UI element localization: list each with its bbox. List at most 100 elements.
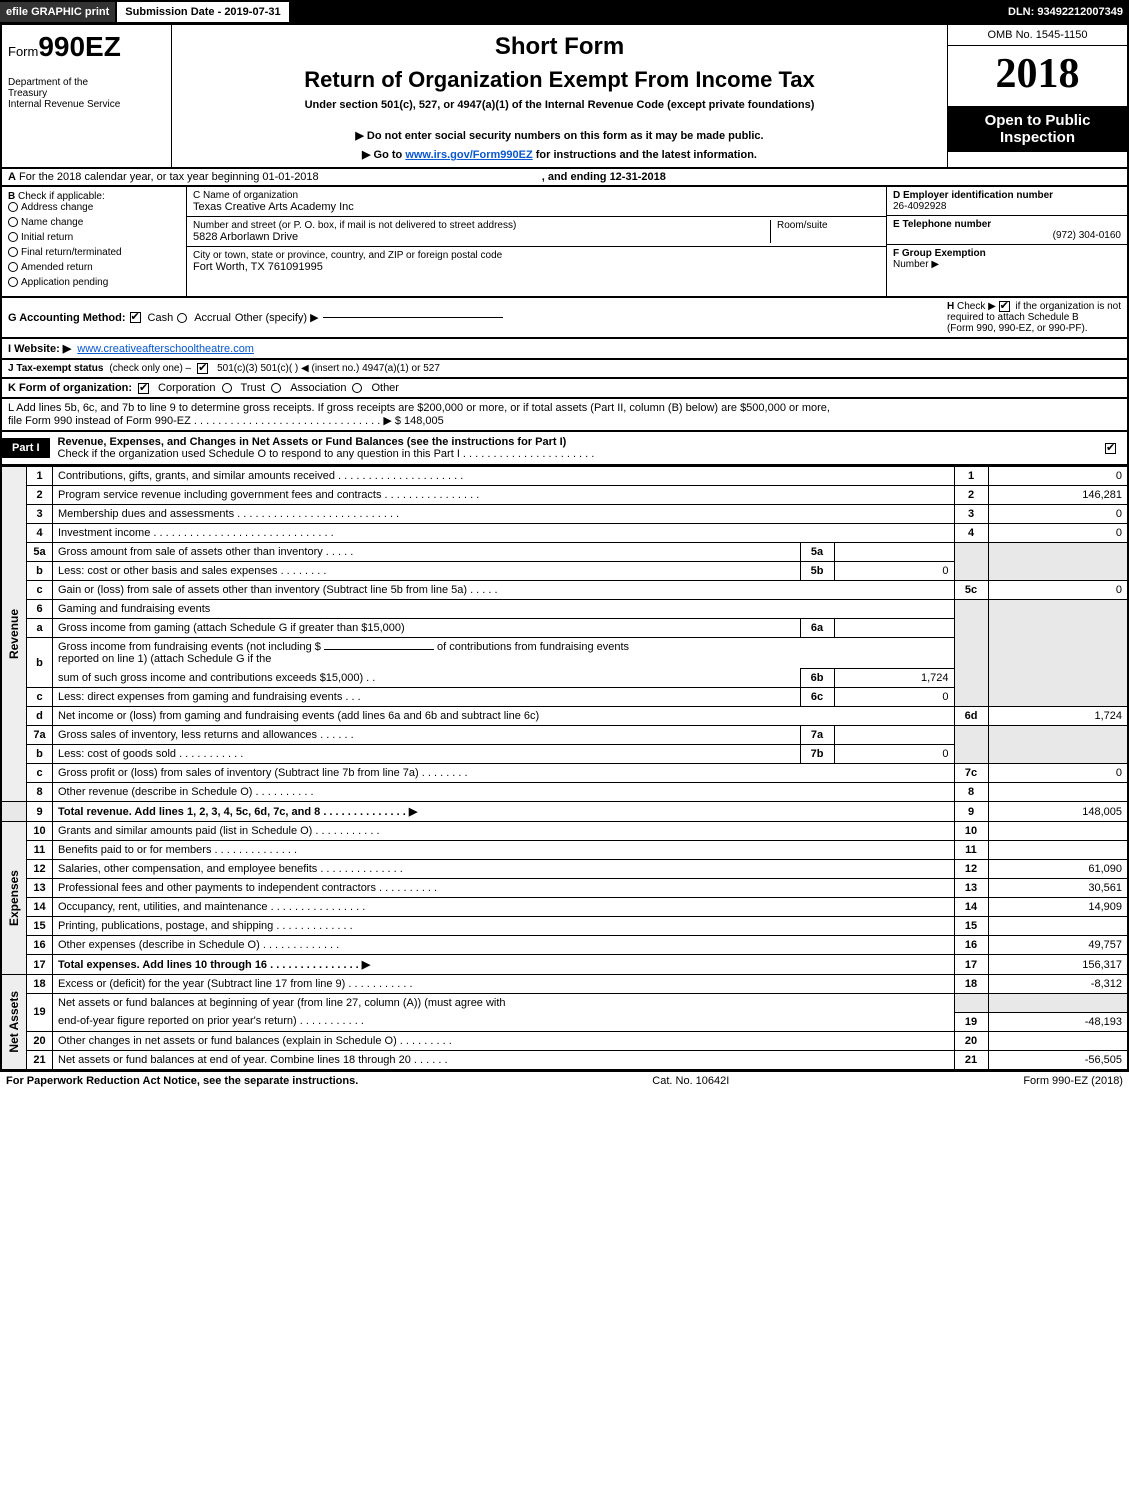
h-text4: (Form 990, 990-EZ, or 990-PF). xyxy=(947,323,1088,334)
line-3: 3 Membership dues and assessments . . . … xyxy=(1,505,1128,524)
l17-col: 17 xyxy=(954,955,988,975)
l8-text: Other revenue (describe in Schedule O) .… xyxy=(53,783,955,802)
chk-assoc-label: Association xyxy=(290,382,346,394)
dept-line1: Department of the xyxy=(8,77,165,88)
chk-assoc[interactable] xyxy=(271,383,281,393)
g-left: G Accounting Method: Cash Accrual Other … xyxy=(8,311,503,324)
department-block: Department of the Treasury Internal Reve… xyxy=(8,77,165,110)
l8-amt xyxy=(988,783,1128,802)
chk-amended-return[interactable] xyxy=(8,262,18,272)
lines-table: Revenue 1 Contributions, gifts, grants, … xyxy=(0,466,1129,1071)
l8-col: 8 xyxy=(954,783,988,802)
l6c-sub: 6c xyxy=(800,688,834,707)
line-8: 8 Other revenue (describe in Schedule O)… xyxy=(1,783,1128,802)
goto-prefix: ▶ Go to xyxy=(362,149,405,161)
chk-cash[interactable] xyxy=(130,312,141,323)
revenue-side: Revenue xyxy=(1,467,27,802)
l6c-samt: 0 xyxy=(834,688,954,707)
chk-address-change[interactable] xyxy=(8,202,18,212)
c-room-label: Room/suite xyxy=(777,220,880,231)
dept-line2: Treasury xyxy=(8,88,165,99)
l5c-amt: 0 xyxy=(988,581,1128,600)
line-15: 15 Printing, publications, postage, and … xyxy=(1,917,1128,936)
chk-501c3[interactable] xyxy=(197,363,208,374)
l13-num: 13 xyxy=(27,879,53,898)
l12-amt: 61,090 xyxy=(988,860,1128,879)
h-block: H Check ▶ if the organization is not req… xyxy=(947,301,1121,334)
expenses-side: Expenses xyxy=(1,822,27,975)
l6d-col: 6d xyxy=(954,707,988,726)
l12-text: Salaries, other compensation, and employ… xyxy=(53,860,955,879)
l6d-text: Net income or (loss) from gaming and fun… xyxy=(53,707,955,726)
l1-col: 1 xyxy=(954,467,988,486)
l7a-text: Gross sales of inventory, less returns a… xyxy=(53,726,801,745)
chk-trust[interactable] xyxy=(222,383,232,393)
chk-trust-label: Trust xyxy=(241,382,266,394)
chk-final-return[interactable] xyxy=(8,247,18,257)
chk-initial-return[interactable] xyxy=(8,232,18,242)
l6b-text3: reported on line 1) (attach Schedule G i… xyxy=(58,653,271,665)
footer-left: For Paperwork Reduction Act Notice, see … xyxy=(6,1075,358,1087)
line-19-bottom: end-of-year figure reported on prior yea… xyxy=(1,1012,1128,1031)
l19-greycol xyxy=(954,994,988,1013)
l2-amt: 146,281 xyxy=(988,486,1128,505)
website-link[interactable]: www.creativeafterschooltheatre.com xyxy=(77,343,254,355)
row-k: K Form of organization: Corporation Trus… xyxy=(0,379,1129,399)
l7ab-greyamt xyxy=(988,726,1128,764)
l6b-sub: 6b xyxy=(800,669,834,688)
bc-grid: B Check if applicable: Address change Na… xyxy=(0,187,1129,298)
chk-initial-return-label: Initial return xyxy=(21,232,73,243)
l16-text: Other expenses (describe in Schedule O) … xyxy=(53,936,955,955)
c-addr-value: 5828 Arborlawn Drive xyxy=(193,231,770,243)
top-bar: efile GRAPHIC print Submission Date - 20… xyxy=(0,0,1129,24)
section-def: D Employer identification number 26-4092… xyxy=(887,187,1127,296)
l16-num: 16 xyxy=(27,936,53,955)
l7b-sub: 7b xyxy=(800,745,834,764)
chk-cash-label: Cash xyxy=(148,312,174,324)
part1-header: Part I Revenue, Expenses, and Changes in… xyxy=(0,432,1129,466)
l4-text: Investment income . . . . . . . . . . . … xyxy=(53,524,955,543)
line-5c: c Gain or (loss) from sale of assets oth… xyxy=(1,581,1128,600)
footer-right: Form 990-EZ (2018) xyxy=(1023,1075,1123,1087)
l9-amt: 148,005 xyxy=(988,802,1128,822)
chk-name-change[interactable] xyxy=(8,217,18,227)
chk-accrual[interactable] xyxy=(177,313,187,323)
chk-h[interactable] xyxy=(999,301,1010,312)
tax-year: 2018 xyxy=(948,46,1127,106)
header-left: Form990EZ Department of the Treasury Int… xyxy=(2,25,172,167)
part1-checkbox[interactable] xyxy=(1105,443,1116,454)
l6c-text: Less: direct expenses from gaming and fu… xyxy=(53,688,801,707)
l16-col: 16 xyxy=(954,936,988,955)
l5c-num: c xyxy=(27,581,53,600)
row-i: I Website: ▶ www.creativeafterschoolthea… xyxy=(0,339,1129,360)
l5ab-greycol xyxy=(954,543,988,581)
chk-corp-label: Corporation xyxy=(158,382,215,394)
l2-col: 2 xyxy=(954,486,988,505)
footer-center: Cat. No. 10642I xyxy=(652,1075,729,1087)
l6-num: 6 xyxy=(27,600,53,619)
l11-text: Benefits paid to or for members . . . . … xyxy=(53,841,955,860)
l13-text: Professional fees and other payments to … xyxy=(53,879,955,898)
dept-line3: Internal Revenue Service xyxy=(8,99,165,110)
l9-text: Total revenue. Add lines 1, 2, 3, 4, 5c,… xyxy=(53,802,955,822)
chk-application-pending[interactable] xyxy=(8,277,18,287)
l7c-col: 7c xyxy=(954,764,988,783)
chk-address-change-label: Address change xyxy=(21,202,93,213)
line-9: 9 Total revenue. Add lines 1, 2, 3, 4, 5… xyxy=(1,802,1128,822)
chk-other-org[interactable] xyxy=(352,383,362,393)
h-text1: Check ▶ xyxy=(957,301,996,312)
l17-amt: 156,317 xyxy=(988,955,1128,975)
chk-corp[interactable] xyxy=(138,383,149,394)
l19-text1: Net assets or fund balances at beginning… xyxy=(53,994,955,1013)
l5b-sub: 5b xyxy=(800,562,834,581)
part1-label: Part I xyxy=(2,438,50,458)
l13-col: 13 xyxy=(954,879,988,898)
row-a-text: For the 2018 calendar year, or tax year … xyxy=(19,171,319,183)
goto-link[interactable]: www.irs.gov/Form990EZ xyxy=(405,149,532,161)
goto-suffix: for instructions and the latest informat… xyxy=(536,149,757,161)
expenses-side-label: Expenses xyxy=(7,870,21,926)
l15-col: 15 xyxy=(954,917,988,936)
l19-num: 19 xyxy=(27,994,53,1032)
l5c-text: Gain or (loss) from sale of assets other… xyxy=(53,581,955,600)
part1-check-text: Check if the organization used Schedule … xyxy=(58,448,595,460)
